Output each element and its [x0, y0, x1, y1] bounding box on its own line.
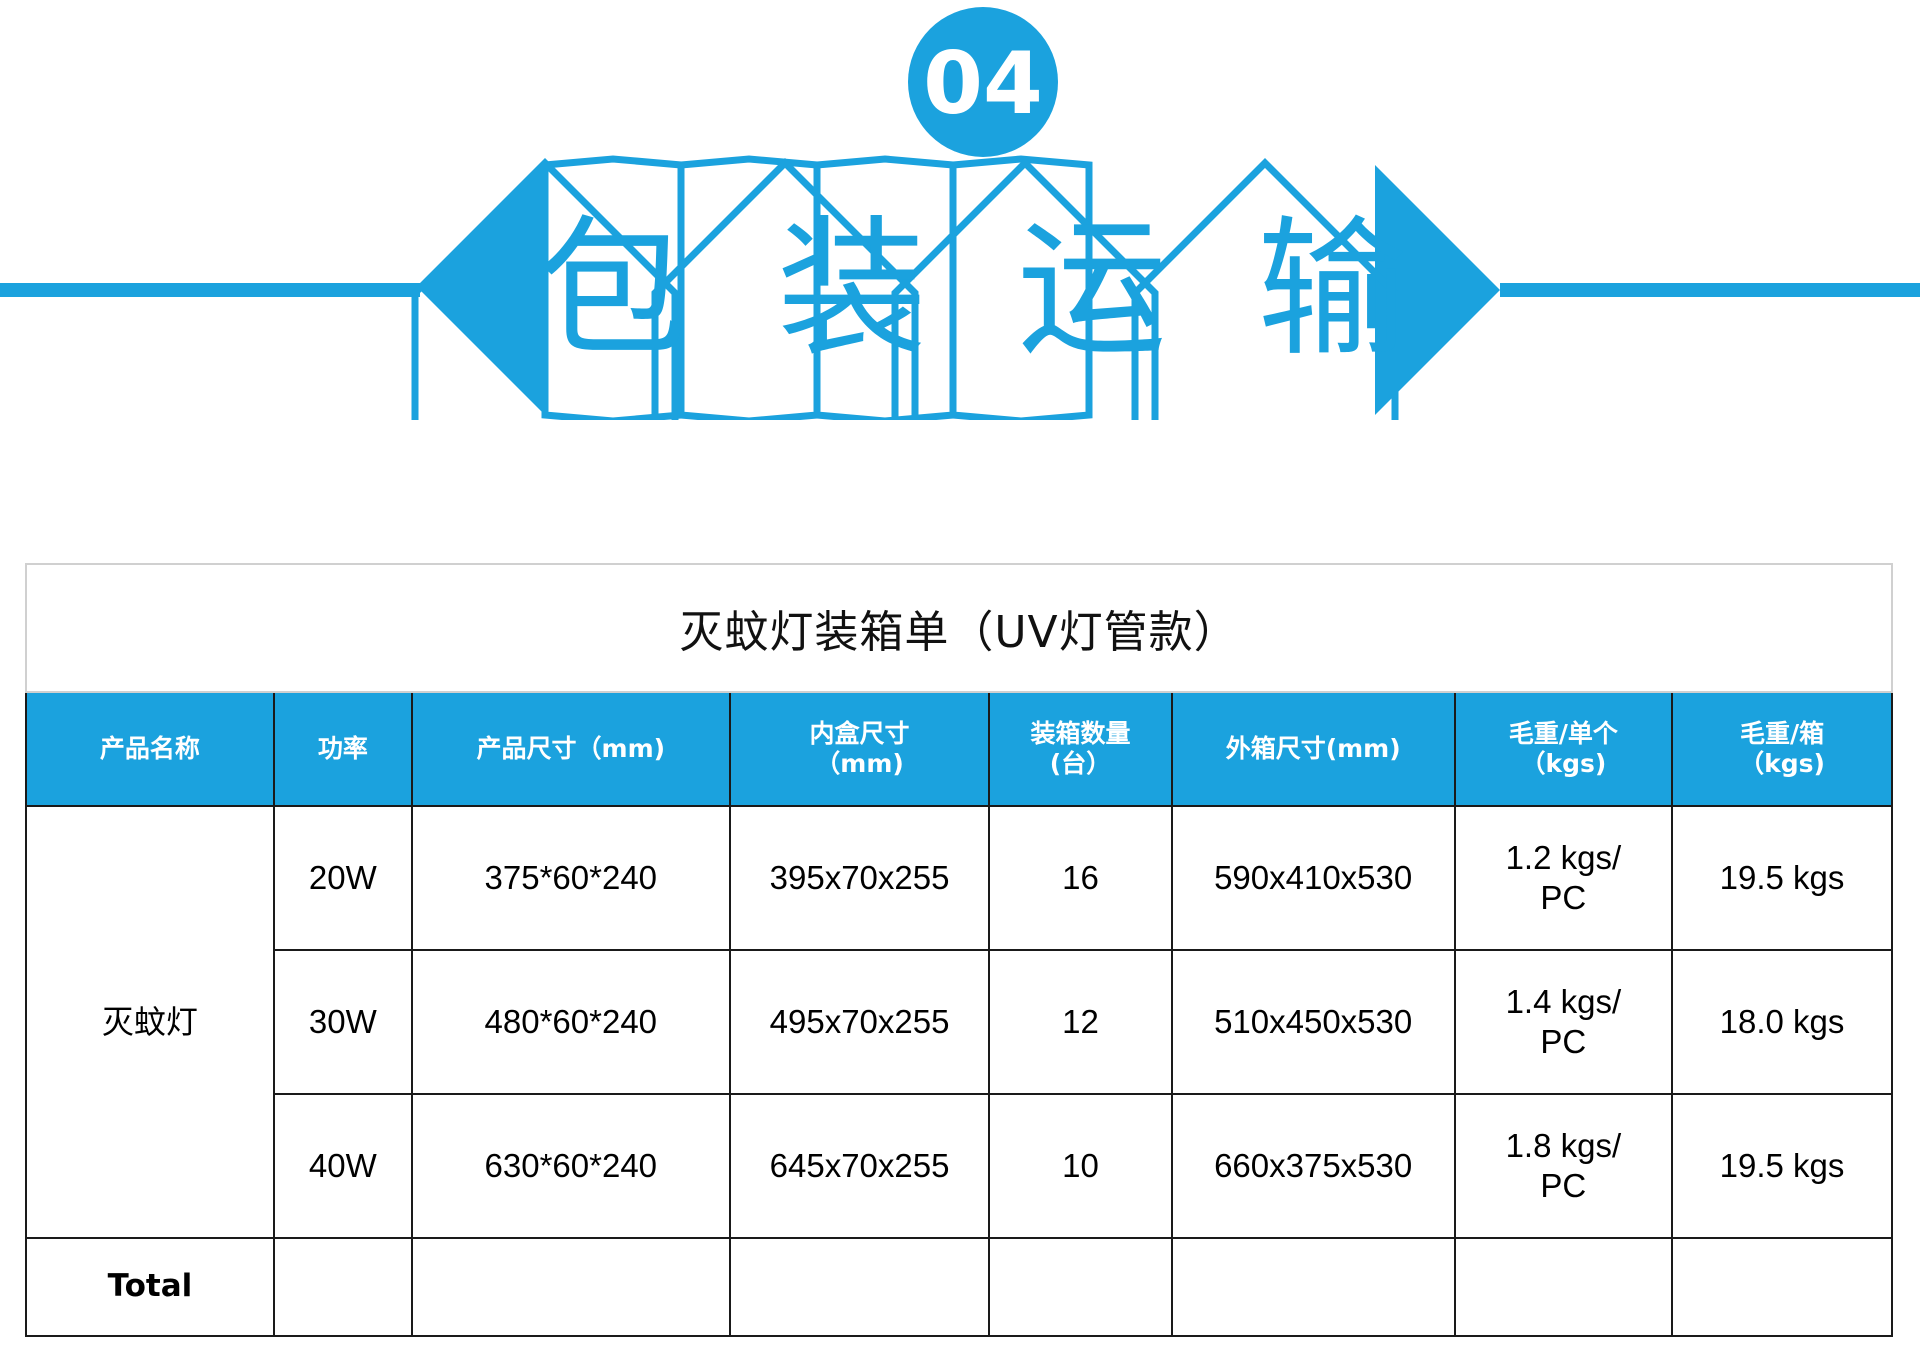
badge-number: 04 [923, 34, 1043, 134]
column-header-inner-box-size: 内盒尺寸 （mm) [728, 691, 991, 807]
cell-line: 1.4 kgs/ [1505, 983, 1622, 1021]
cell-product-size: 630*60*240 [410, 1093, 731, 1239]
header-line: （kgs) [1739, 749, 1825, 778]
header-line: 产品尺寸（mm) [476, 733, 666, 763]
table-title: 灭蚊灯装箱单（UV灯管款） [25, 563, 1893, 693]
header-line: （mm) [815, 749, 904, 778]
hexagon-4 [949, 155, 1093, 420]
cell-inner-box-size: 495x70x255 [728, 949, 991, 1095]
banner-rule-left [0, 283, 420, 297]
banner-char-1: 包 [537, 203, 687, 377]
header-line: 毛重/单个 [1508, 718, 1618, 748]
table-header-row: 产品名称 功率 产品尺寸（mm) 内盒尺寸 （mm) 装箱数量 (台） 外箱尺寸 [25, 691, 1893, 807]
cell-inner-box-size: 645x70x255 [728, 1093, 991, 1239]
banner-hexagon-frames [411, 158, 1399, 420]
cell-qty-per-carton: 16 [988, 805, 1173, 951]
banner-arrow-left [420, 165, 545, 415]
cell-total-label: Total [25, 1237, 275, 1337]
column-header-gross-weight-per-carton: 毛重/箱 （kgs) [1671, 691, 1893, 807]
header-line: 功率 [317, 733, 368, 763]
cell-power: 30W [272, 949, 413, 1095]
cell-total-qty-per-carton [988, 1237, 1173, 1337]
section-banner: 04 包 装 运 输 [0, 0, 1920, 420]
cell-line: 1.8 kgs/ [1505, 1127, 1622, 1165]
cell-gross-weight-per-unit: 1.4 kgs/ PC [1453, 949, 1674, 1095]
cell-product-size: 375*60*240 [410, 805, 731, 951]
header-line: 毛重/箱 [1739, 718, 1825, 748]
cell-product-size: 480*60*240 [410, 949, 731, 1095]
column-header-product-size: 产品尺寸（mm) [410, 691, 731, 807]
header-line: 装箱数量 [1030, 718, 1131, 748]
header-line: （kgs) [1520, 749, 1607, 778]
column-header-outer-box-size: 外箱尺寸(mm) [1170, 691, 1456, 807]
cell-power: 20W [272, 805, 413, 951]
cell-total-inner-box-size [728, 1237, 991, 1337]
cell-total-gross-weight-per-unit [1453, 1237, 1674, 1337]
cell-gross-weight-per-unit: 1.2 kgs/ PC [1453, 805, 1674, 951]
header-line: 产品名称 [99, 733, 200, 763]
table-total-row: Total [25, 1237, 1893, 1337]
cell-qty-per-carton: 10 [988, 1093, 1173, 1239]
table-row: 30W 480*60*240 495x70x255 12 510x450x530… [26, 949, 1893, 1095]
table-row: 灭蚊灯 20W 375*60*240 395x70x255 16 590x410… [25, 805, 1893, 1239]
cell-line: PC [1540, 879, 1587, 916]
cell-outer-box-size: 510x450x530 [1170, 949, 1456, 1095]
banner-char-2: 装 [777, 203, 927, 377]
cell-power: 40W [272, 1093, 413, 1239]
header-line: (台） [1049, 749, 1112, 778]
column-header-gross-weight-per-unit: 毛重/单个 （kgs) [1453, 691, 1674, 807]
packing-list-section: 灭蚊灯装箱单（UV灯管款） 产品名称 功率 产品尺寸（mm) 内盒尺寸 （mm)… [25, 563, 1893, 1337]
banner-rule-right [1500, 283, 1920, 297]
cell-product-name: 灭蚊灯 [25, 805, 275, 1239]
cell-total-gross-weight-per-carton [1671, 1237, 1893, 1337]
cell-gross-weight-per-carton: 19.5 kgs [1671, 805, 1893, 951]
header-line: 内盒尺寸 [809, 718, 910, 748]
packing-list-table: 灭蚊灯装箱单（UV灯管款） 产品名称 功率 产品尺寸（mm) 内盒尺寸 （mm)… [25, 563, 1893, 1337]
column-header-qty-per-carton: 装箱数量 (台） [988, 691, 1173, 807]
cell-gross-weight-per-unit: 1.8 kgs/ PC [1453, 1093, 1674, 1239]
banner-arrow-right [1375, 165, 1500, 415]
badge-circle [908, 7, 1058, 157]
banner-char-4: 输 [1257, 203, 1407, 377]
table-row: 40W 630*60*240 645x70x255 10 660x375x530… [26, 1093, 1893, 1239]
banner-hexagons [541, 155, 1093, 420]
cell-qty-per-carton: 12 [988, 949, 1173, 1095]
banner-char-3: 运 [1017, 203, 1167, 377]
cell-outer-box-size: 590x410x530 [1170, 805, 1456, 951]
table-title-row: 灭蚊灯装箱单（UV灯管款） [25, 563, 1893, 693]
cell-inner-box-size: 395x70x255 [728, 805, 991, 951]
cell-gross-weight-per-carton: 18.0 kgs [1671, 949, 1893, 1095]
cell-total-product-size [410, 1237, 731, 1337]
column-header-product-name: 产品名称 [25, 691, 275, 807]
cell-total-power [272, 1237, 413, 1337]
cell-line: PC [1540, 1167, 1587, 1204]
cell-total-outer-box-size [1170, 1237, 1456, 1337]
cell-outer-box-size: 660x375x530 [1170, 1093, 1456, 1239]
cell-gross-weight-per-carton: 19.5 kgs [1671, 1093, 1893, 1239]
cell-line: 1.2 kgs/ [1505, 839, 1622, 877]
cell-line: PC [1540, 1023, 1587, 1060]
header-line: 外箱尺寸(mm) [1225, 733, 1401, 763]
column-header-power: 功率 [272, 691, 413, 807]
